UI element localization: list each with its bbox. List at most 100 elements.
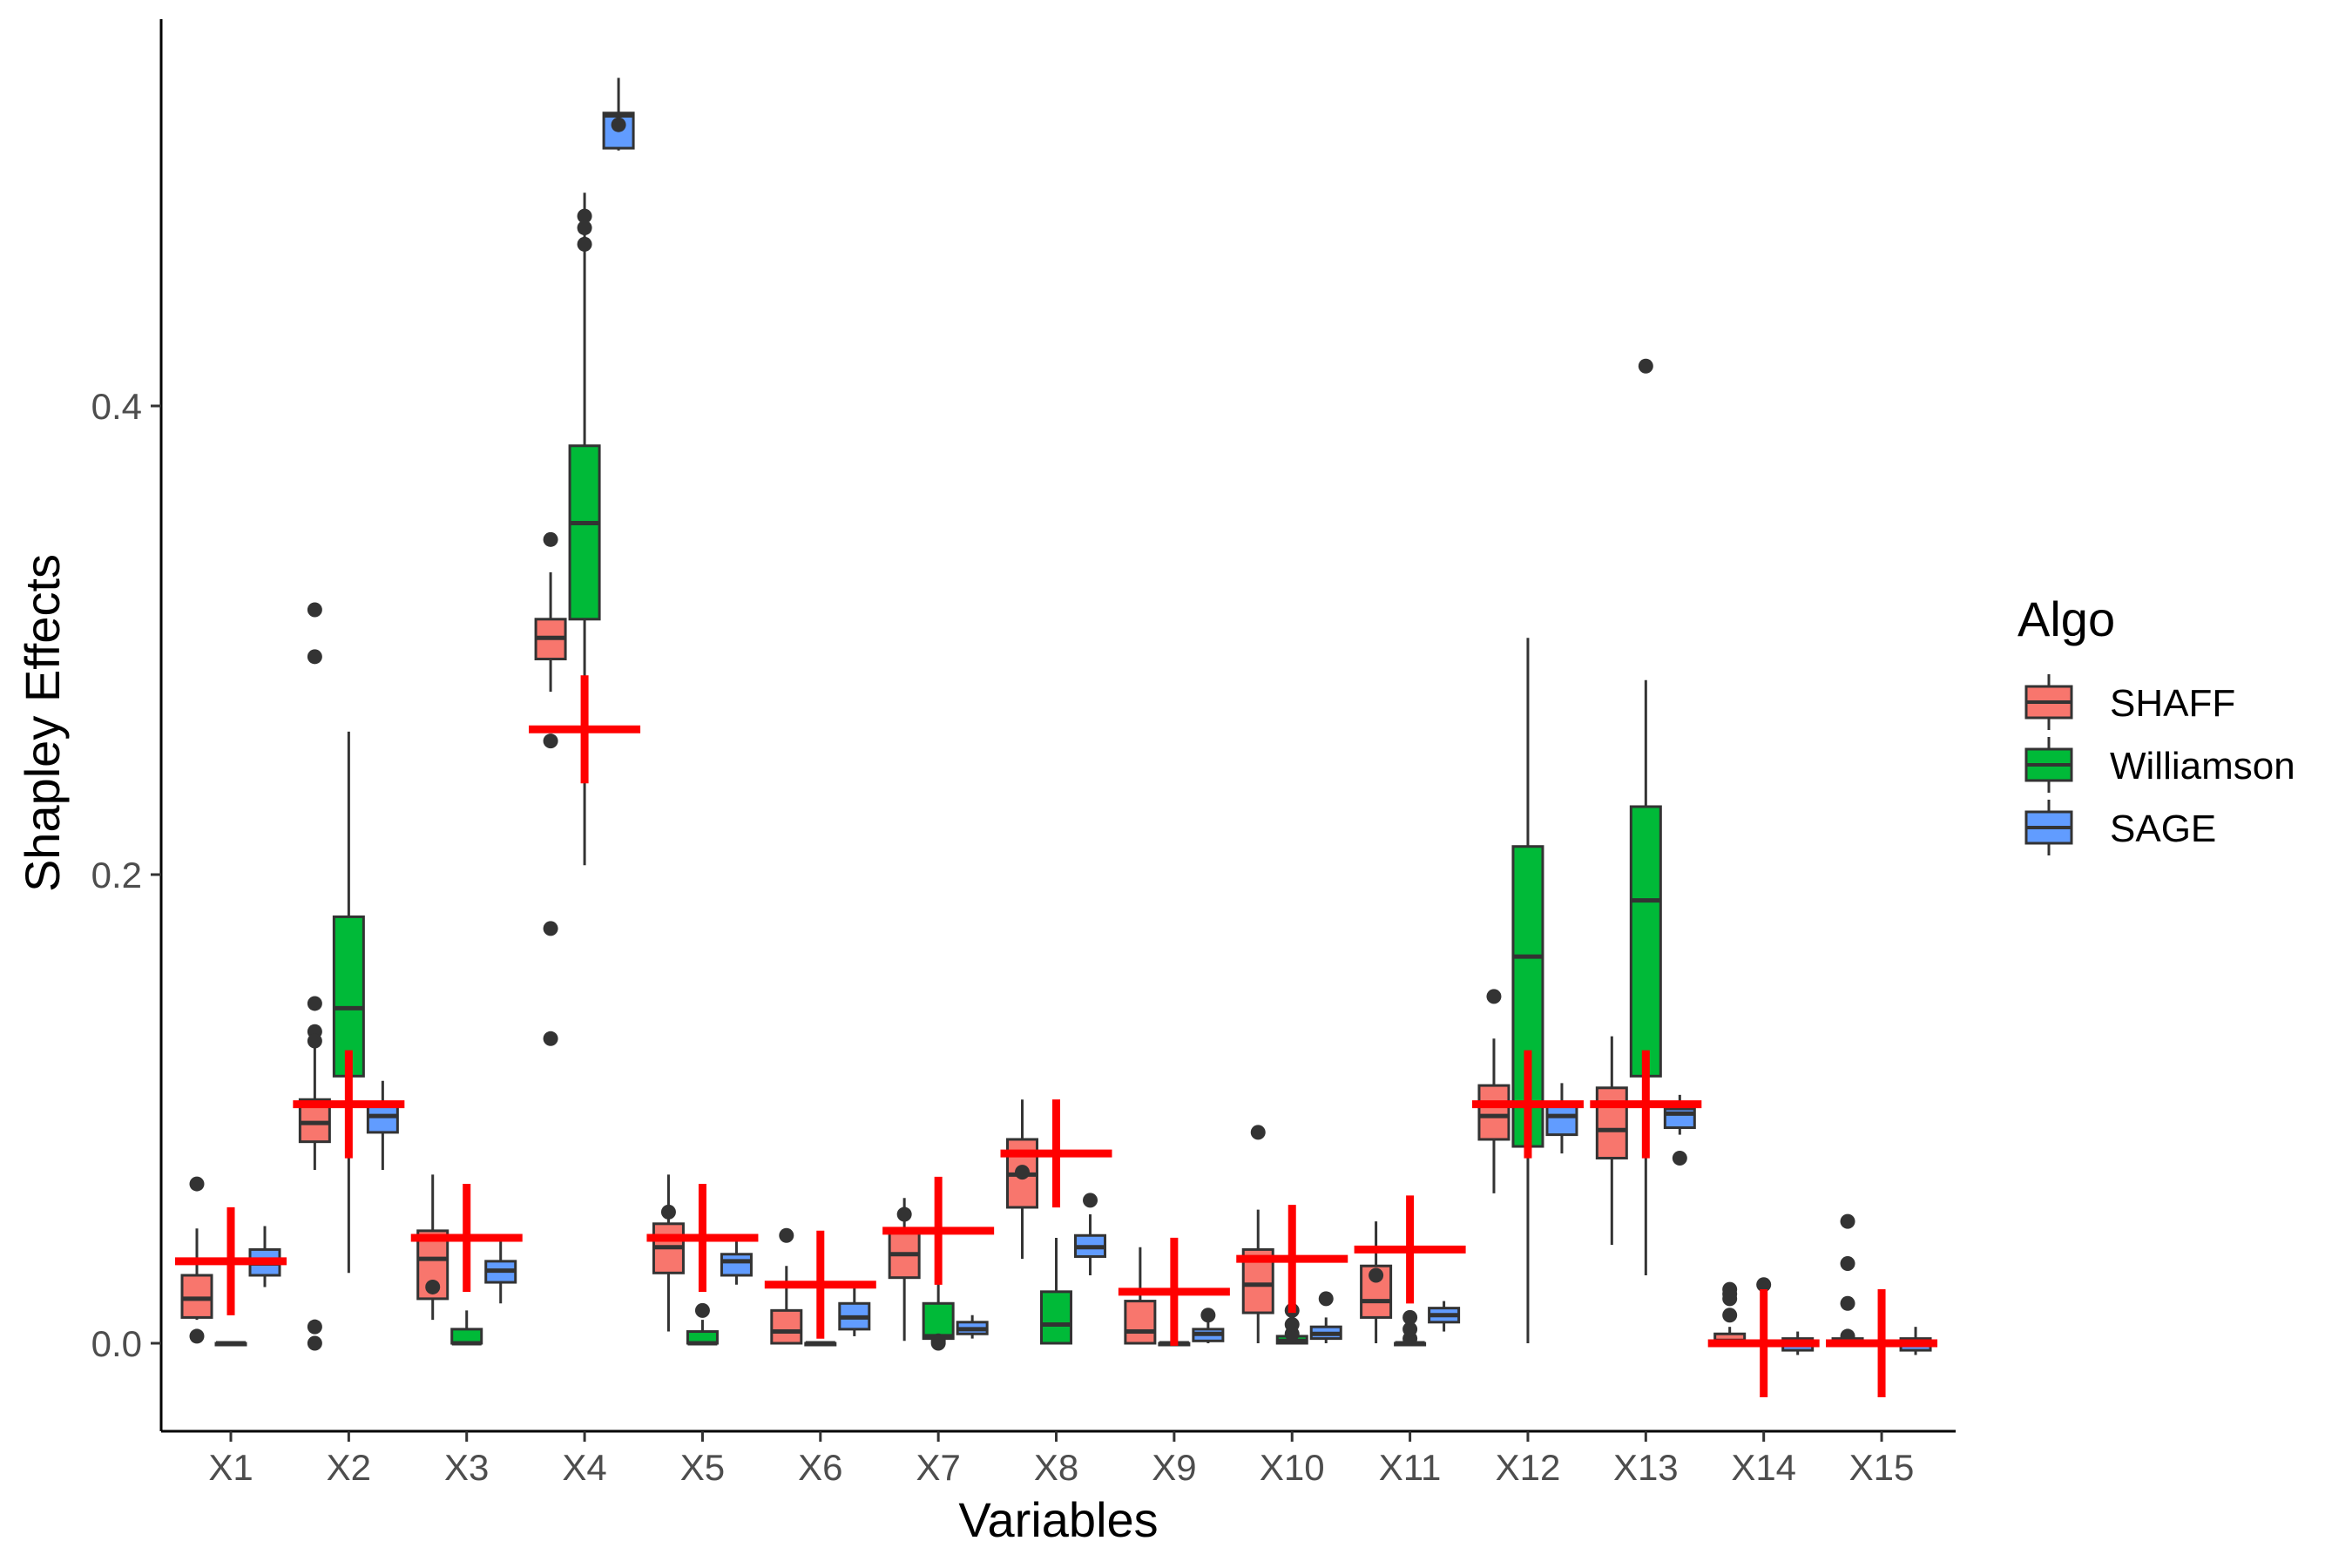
outlier-point <box>1722 1287 1738 1302</box>
outlier-point <box>425 1279 441 1294</box>
outlier-point <box>543 531 558 547</box>
outlier-point <box>779 1227 794 1243</box>
outlier-point <box>1015 1165 1031 1180</box>
legend: Algo SHAFF Williamson SAGE <box>2017 591 2295 855</box>
outlier-point <box>1369 1267 1384 1283</box>
true-value-cross-x6 <box>764 1230 876 1339</box>
outlier-point <box>577 236 592 252</box>
outlier-point <box>1402 1309 1418 1325</box>
legend-label: Williamson <box>2110 745 2295 787</box>
box-sage-x7 <box>956 1315 989 1339</box>
true-value-cross-x15 <box>1826 1289 1938 1397</box>
series-sage <box>248 78 1932 1355</box>
outlier-point <box>1486 989 1502 1004</box>
true-value-cross-x4 <box>529 675 641 784</box>
outlier-point <box>189 1328 205 1344</box>
outlier-point <box>1083 1193 1098 1208</box>
x-tick-label-x12: X12 <box>1496 1447 1561 1488</box>
legend-item-shaff: SHAFF <box>2024 674 2235 730</box>
box-williamson-x11 <box>1394 1309 1427 1347</box>
box-shaff-x13 <box>1595 1036 1628 1246</box>
x-tick-label-x2: X2 <box>327 1447 371 1488</box>
box-sage-x1 <box>248 1226 281 1288</box>
true-value-cross-x13 <box>1590 1050 1702 1159</box>
legend-item-sage: SAGE <box>2024 800 2216 855</box>
outlier-point <box>1638 358 1653 374</box>
series-shaff <box>180 531 1864 1351</box>
box-williamson-x8 <box>1040 1237 1073 1345</box>
box-body <box>1477 1084 1511 1141</box>
outlier-point <box>1402 1321 1418 1337</box>
box-shaff-x1 <box>180 1176 213 1344</box>
x-tick-label-x6: X6 <box>798 1447 842 1488</box>
box-body <box>1124 1300 1157 1345</box>
box-shaff-x10 <box>1241 1125 1274 1343</box>
outlier-point <box>930 1333 946 1348</box>
x-tick-label-x4: X4 <box>562 1447 606 1488</box>
outlier-point <box>1840 1213 1855 1229</box>
x-tick-label-x3: X3 <box>444 1447 489 1488</box>
box-body <box>770 1308 803 1345</box>
box-shaff-x15 <box>1831 1213 1864 1346</box>
outlier-point <box>307 1335 322 1351</box>
outlier-point <box>307 1033 322 1049</box>
true-value-markers <box>175 675 1938 1397</box>
outlier-point <box>543 921 558 936</box>
box-body <box>720 1253 753 1277</box>
box-shaff-x14 <box>1713 1281 1747 1345</box>
outlier-point <box>1672 1150 1687 1166</box>
box-sage-x13 <box>1663 1094 1696 1166</box>
outlier-point <box>307 602 322 618</box>
outlier-point <box>577 220 592 236</box>
x-tick-label-x14: X14 <box>1731 1447 1796 1488</box>
outlier-point <box>1318 1291 1334 1307</box>
outlier-point <box>1284 1316 1300 1332</box>
box-body <box>568 444 601 621</box>
outlier-point <box>1200 1308 1216 1323</box>
y-tick-label: 0.2 <box>91 855 142 896</box>
legend-label: SAGE <box>2110 808 2216 850</box>
outlier-point <box>307 649 322 665</box>
legend-title: Algo <box>2017 591 2115 646</box>
box-sage-x4 <box>602 78 635 151</box>
box-williamson-x3 <box>450 1310 483 1346</box>
x-axis-title: Variables <box>958 1492 1158 1547</box>
true-value-cross-x11 <box>1354 1195 1466 1304</box>
y-tick-label: 0.0 <box>91 1323 142 1364</box>
x-tick-label-x9: X9 <box>1152 1447 1196 1488</box>
box-sage-x10 <box>1309 1291 1342 1343</box>
box-sage-x11 <box>1428 1301 1461 1332</box>
box-williamson-x5 <box>686 1302 719 1346</box>
x-tick-label-x5: X5 <box>680 1447 725 1488</box>
box-sage-x5 <box>720 1240 753 1285</box>
true-value-cross-x9 <box>1118 1237 1230 1346</box>
outlier-point <box>543 1031 558 1046</box>
true-value-cross-x3 <box>410 1183 523 1292</box>
outlier-point <box>307 996 322 1011</box>
y-tick-label: 0.4 <box>91 386 142 427</box>
true-value-cross-x5 <box>646 1183 759 1292</box>
box-williamson-x1 <box>214 1341 247 1347</box>
y-axis-title: Shapley Effects <box>15 554 70 892</box>
outlier-point <box>660 1204 676 1220</box>
outlier-point <box>189 1176 205 1192</box>
true-value-cross-x10 <box>1236 1205 1348 1314</box>
box-sage-x6 <box>838 1284 871 1336</box>
x-tick-label-x11: X11 <box>1379 1447 1442 1488</box>
box-shaff-x2 <box>298 602 331 1351</box>
outlier-point <box>1756 1277 1772 1293</box>
x-tick-label-x1: X1 <box>208 1447 253 1488</box>
box-williamson-x2 <box>332 731 365 1274</box>
outlier-point <box>1250 1125 1266 1140</box>
x-tick-label-x10: X10 <box>1260 1447 1325 1488</box>
box-body <box>1595 1086 1628 1159</box>
true-value-cross-x7 <box>882 1176 995 1285</box>
outlier-point <box>694 1302 710 1318</box>
legend-label: SHAFF <box>2110 682 2235 725</box>
outlier-point <box>1722 1308 1738 1323</box>
box-shaff-x9 <box>1124 1247 1157 1345</box>
true-value-cross-x2 <box>293 1050 405 1159</box>
box-williamson-x7 <box>922 1273 955 1351</box>
box-sage-x12 <box>1545 1083 1578 1154</box>
box-body <box>1545 1103 1578 1137</box>
